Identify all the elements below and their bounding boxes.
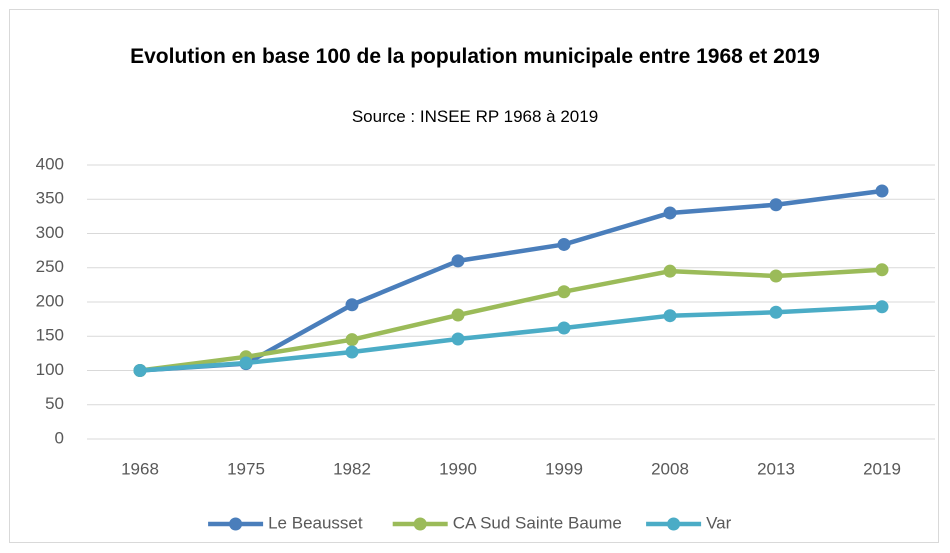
x-tick-label: 2008 bbox=[651, 459, 689, 478]
x-tick-label: 1975 bbox=[227, 459, 265, 478]
data-point bbox=[557, 285, 571, 299]
y-tick-label: 50 bbox=[45, 394, 64, 413]
data-point bbox=[133, 364, 147, 377]
data-point bbox=[769, 198, 783, 212]
data-point bbox=[769, 305, 783, 319]
legend-label: CA Sud Sainte Baume bbox=[453, 513, 622, 532]
data-point bbox=[875, 300, 889, 314]
legend-marker bbox=[229, 517, 243, 531]
x-tick-label: 2013 bbox=[757, 459, 795, 478]
y-tick-label: 250 bbox=[36, 257, 64, 276]
data-point bbox=[451, 308, 465, 322]
y-tick-label: 300 bbox=[36, 223, 64, 242]
data-point bbox=[557, 321, 571, 335]
data-point bbox=[239, 356, 253, 370]
series-line bbox=[139, 188, 883, 373]
y-tick-label: 150 bbox=[36, 326, 64, 345]
x-tick-label: 1968 bbox=[121, 459, 159, 478]
data-point bbox=[345, 333, 359, 347]
legend-marker bbox=[667, 517, 681, 531]
legend-label: Le Beausset bbox=[268, 513, 363, 532]
data-point bbox=[345, 345, 359, 359]
data-point bbox=[663, 206, 677, 220]
x-tick-label: 2019 bbox=[863, 459, 901, 478]
data-point bbox=[875, 263, 889, 277]
y-tick-label: 200 bbox=[36, 291, 64, 310]
data-point bbox=[557, 237, 571, 251]
y-tick-label: 350 bbox=[36, 189, 64, 208]
data-point bbox=[875, 184, 889, 198]
data-point bbox=[663, 309, 677, 323]
legend-label: Var bbox=[706, 513, 732, 532]
data-point bbox=[451, 254, 465, 268]
chart-frame bbox=[9, 9, 939, 543]
y-tick-label: 100 bbox=[36, 360, 64, 379]
chart-subtitle: Source : INSEE RP 1968 à 2019 bbox=[351, 107, 599, 126]
data-point bbox=[663, 264, 677, 278]
x-tick-label: 1990 bbox=[439, 459, 477, 478]
data-point bbox=[769, 269, 783, 283]
legend-marker bbox=[413, 517, 427, 531]
data-point bbox=[345, 298, 359, 312]
x-tick-label: 1982 bbox=[333, 459, 371, 478]
y-tick-label: 0 bbox=[55, 428, 64, 447]
chart-title: Evolution en base 100 de la population m… bbox=[130, 45, 820, 68]
series-line bbox=[139, 267, 883, 373]
data-point bbox=[451, 332, 465, 346]
y-tick-label: 400 bbox=[36, 154, 64, 173]
x-tick-label: 1999 bbox=[545, 459, 583, 478]
series-line bbox=[139, 304, 883, 373]
